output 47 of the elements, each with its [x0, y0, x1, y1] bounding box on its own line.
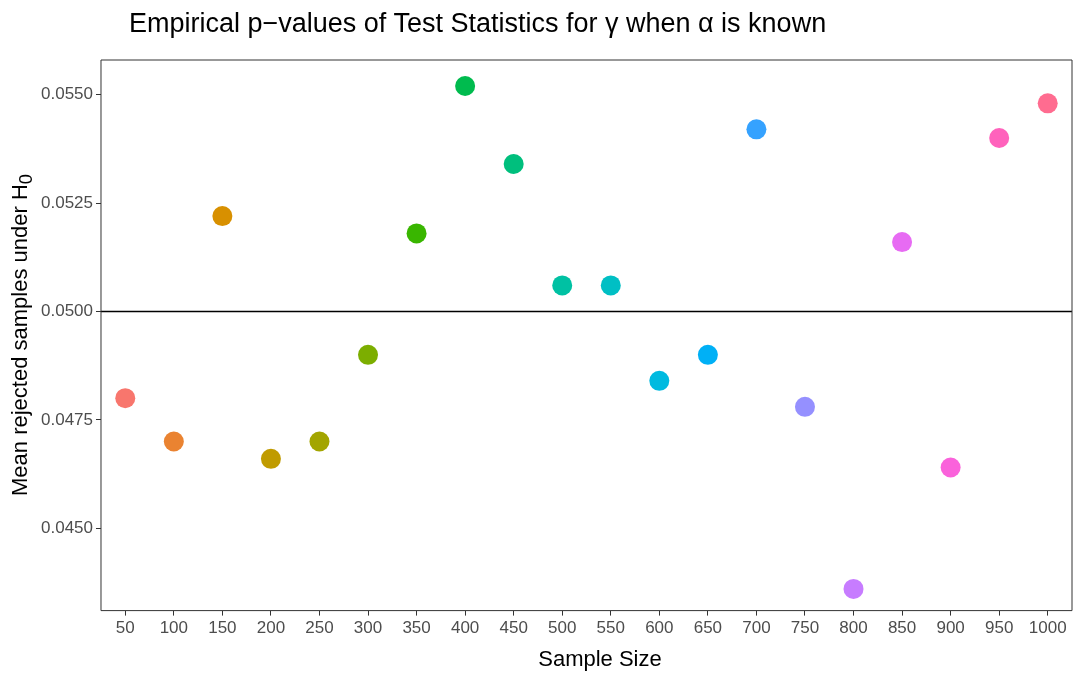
point	[600, 275, 621, 296]
point	[989, 128, 1010, 149]
point	[309, 431, 330, 452]
x-tick-label: 700	[742, 618, 771, 638]
x-tick-label: 750	[790, 618, 820, 638]
x-tick-label: 550	[596, 618, 625, 638]
point	[892, 232, 913, 253]
x-tick-label: 850	[887, 618, 917, 638]
point	[358, 344, 379, 365]
x-tick-label: 150	[208, 618, 237, 638]
x-tick-label: 200	[256, 618, 286, 638]
point	[940, 457, 961, 478]
x-tick-label: 250	[305, 618, 334, 638]
point	[746, 119, 767, 140]
y-tick-label: 0.0500	[41, 301, 93, 321]
x-tick-label: 500	[548, 618, 577, 638]
x-tick-label: 400	[450, 618, 480, 638]
chart-title: Empirical p−values of Test Statistics for γ when α is known	[129, 8, 827, 39]
point	[115, 388, 136, 409]
x-tick-label: 900	[936, 618, 965, 638]
x-axis-title: Sample Size	[537, 646, 663, 672]
y-tick-label: 0.0475	[41, 409, 93, 429]
point	[843, 578, 864, 599]
x-tick-label: 300	[353, 618, 383, 638]
point	[260, 448, 281, 469]
x-tick-label: 350	[402, 618, 431, 638]
y-tick-label: 0.0525	[41, 192, 93, 212]
point	[552, 275, 573, 296]
point	[455, 76, 476, 97]
point	[649, 370, 670, 391]
point	[406, 223, 427, 244]
y-tick-label: 0.0550	[41, 84, 93, 104]
point	[212, 206, 233, 227]
x-tick-label: 600	[645, 618, 674, 638]
y-tick-label: 0.0450	[41, 517, 93, 537]
point	[697, 344, 718, 365]
x-tick-label: 950	[984, 618, 1014, 638]
x-tick-label: 100	[159, 618, 189, 638]
x-tick-label: 50	[115, 618, 135, 638]
point	[1037, 93, 1058, 114]
x-tick-label: 1000	[1028, 618, 1067, 638]
point	[794, 396, 815, 417]
x-tick-label: 650	[693, 618, 723, 638]
point	[163, 431, 184, 452]
x-tick-label: 450	[499, 618, 528, 638]
point	[503, 154, 524, 175]
x-tick-label: 800	[839, 618, 868, 638]
